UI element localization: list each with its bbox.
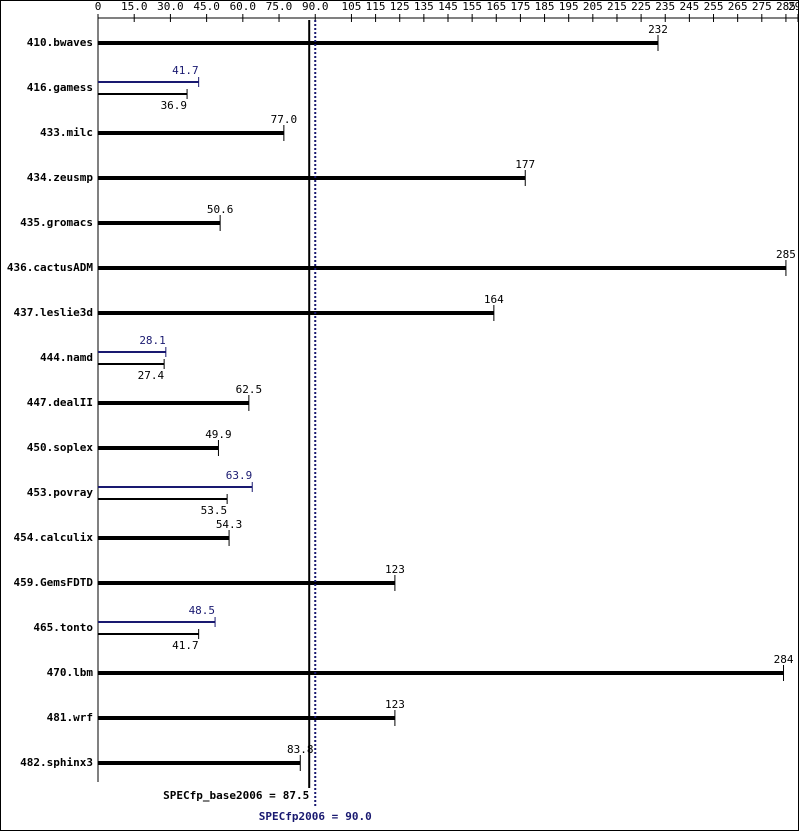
x-tick-label: 45.0: [193, 0, 220, 13]
x-tick-label: 155: [462, 0, 482, 13]
x-tick-label: 90.0: [302, 0, 329, 13]
base-ref-value: 87.5: [283, 789, 310, 802]
x-tick-label: 105: [342, 0, 362, 13]
x-tick-label: 245: [679, 0, 699, 13]
x-tick-label: 115: [366, 0, 386, 13]
peak-ref-name: SPECfp2006 =: [259, 810, 339, 823]
x-tick-label: 175: [510, 0, 530, 13]
category-label: 434.zeusmp: [27, 171, 94, 184]
category-label: 482.sphinx3: [20, 756, 93, 769]
category-label: 453.povray: [27, 486, 94, 499]
value-label: 232: [648, 23, 668, 36]
x-tick-label: 215: [607, 0, 627, 13]
x-tick-label: 195: [559, 0, 579, 13]
x-tick-label: 145: [438, 0, 458, 13]
x-tick-label: 265: [728, 0, 748, 13]
category-label: 436.cactusADM: [7, 261, 93, 274]
x-tick-label: 125: [390, 0, 410, 13]
peak-ref-value: 90.0: [345, 810, 372, 823]
x-tick-label: 165: [486, 0, 506, 13]
value-label: 177: [515, 158, 535, 171]
category-label: 470.lbm: [47, 666, 94, 679]
category-label: 433.milc: [40, 126, 93, 139]
value-label: 48.5: [189, 604, 216, 617]
category-label: 465.tonto: [33, 621, 93, 634]
value-label: 62.5: [236, 383, 263, 396]
value-label: 77.0: [271, 113, 298, 126]
x-tick-label: 60.0: [230, 0, 257, 13]
x-tick-label: 285: [776, 0, 796, 13]
x-tick-label: 205: [583, 0, 603, 13]
value-label: 285: [776, 248, 796, 261]
value-label: 123: [385, 698, 405, 711]
base-ref-label: SPECfp_base2006 = 87.5: [163, 789, 309, 802]
category-label: 454.calculix: [14, 531, 94, 544]
x-tick-label: 15.0: [121, 0, 148, 13]
x-tick-label: 30.0: [157, 0, 184, 13]
value-label: 49.9: [205, 428, 232, 441]
x-tick-label: 255: [704, 0, 724, 13]
value-label: 123: [385, 563, 405, 576]
value-label: 36.9: [161, 99, 188, 112]
category-label: 437.leslie3d: [14, 306, 93, 319]
x-tick-label: 275: [752, 0, 772, 13]
value-label: 27.4: [138, 369, 165, 382]
value-label: 41.7: [172, 64, 199, 77]
category-label: 450.soplex: [27, 441, 94, 454]
category-label: 481.wrf: [47, 711, 93, 724]
x-tick-label: 75.0: [266, 0, 293, 13]
category-label: 410.bwaves: [27, 36, 93, 49]
x-tick-label: 290: [788, 0, 799, 13]
base-ref-name: SPECfp_base2006 =: [163, 789, 276, 802]
category-label: 447.dealII: [27, 396, 93, 409]
x-tick-label: 185: [535, 0, 555, 13]
value-label: 41.7: [172, 639, 199, 652]
value-label: 50.6: [207, 203, 234, 216]
value-label: 83.8: [287, 743, 314, 756]
x-tick-label: 0: [95, 0, 102, 13]
x-tick-label: 235: [655, 0, 675, 13]
category-label: 435.gromacs: [20, 216, 93, 229]
x-tick-label: 225: [631, 0, 651, 13]
category-label: 444.namd: [40, 351, 93, 364]
value-label: 63.9: [226, 469, 253, 482]
value-label: 54.3: [216, 518, 243, 531]
value-label: 53.5: [201, 504, 228, 517]
value-label: 164: [484, 293, 504, 306]
x-tick-label: 135: [414, 0, 434, 13]
category-label: 459.GemsFDTD: [14, 576, 94, 589]
category-label: 416.gamess: [27, 81, 93, 94]
value-label: 28.1: [139, 334, 166, 347]
peak-ref-label: SPECfp2006 = 90.0: [259, 810, 372, 823]
value-label: 284: [774, 653, 794, 666]
